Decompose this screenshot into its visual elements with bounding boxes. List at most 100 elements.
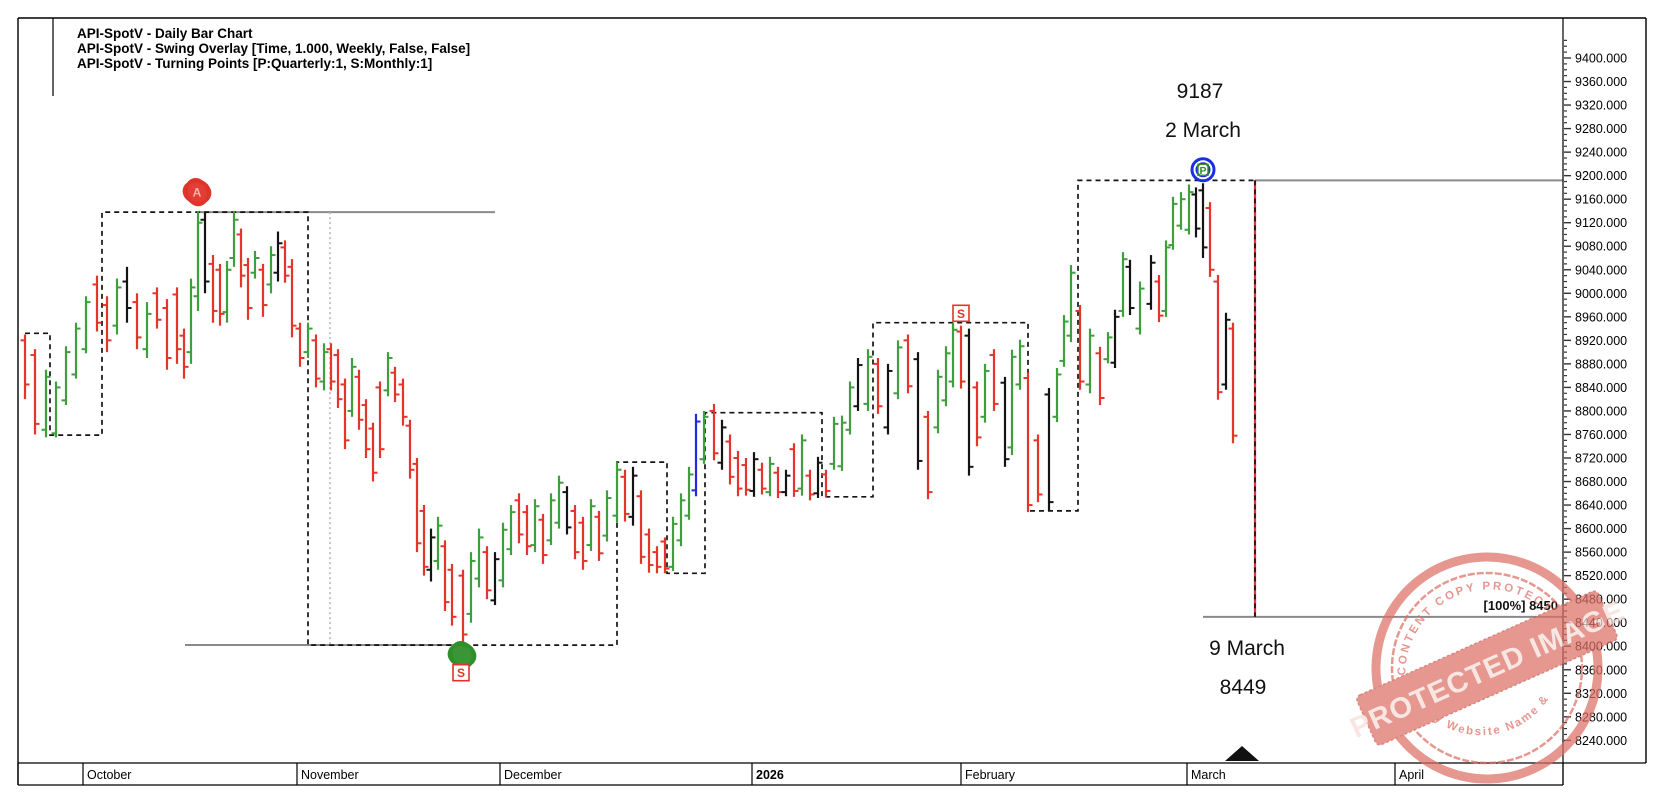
ohlc-bar[interactable] (554, 475, 564, 529)
ohlc-bar[interactable] (466, 552, 476, 623)
ohlc-bar[interactable] (405, 419, 415, 479)
ohlc-bar[interactable] (668, 516, 678, 571)
ohlc-bar[interactable] (1075, 305, 1085, 390)
ohlc-bar[interactable] (1146, 255, 1156, 310)
ohlc-bar[interactable] (236, 228, 246, 288)
ohlc-bar[interactable] (757, 462, 767, 495)
ohlc-bar[interactable] (333, 349, 343, 408)
ohlc-bar[interactable] (1168, 196, 1178, 250)
ohlc-bar[interactable] (1154, 275, 1164, 323)
ohlc-bar[interactable] (193, 210, 203, 311)
ohlc-bar[interactable] (20, 334, 30, 400)
ohlc-bar[interactable] (749, 452, 759, 497)
ohlc-bar[interactable] (498, 522, 508, 588)
ohlc-bar[interactable] (956, 325, 966, 389)
chart-annotation-text[interactable]: 8449 (1220, 676, 1267, 699)
ohlc-bar[interactable] (222, 260, 232, 323)
ohlc-bar[interactable] (837, 415, 847, 471)
ohlc-bar[interactable] (30, 349, 40, 435)
ohlc-bar[interactable] (172, 287, 182, 364)
ohlc-bar[interactable] (390, 366, 400, 403)
ohlc-bar[interactable] (691, 413, 701, 497)
ohlc-bar[interactable] (1161, 240, 1171, 317)
ohlc-bar[interactable] (186, 278, 196, 364)
ohlc-bar[interactable] (980, 363, 990, 423)
ohlc-bar[interactable] (433, 516, 443, 570)
ohlc-bar[interactable] (71, 322, 81, 379)
ohlc-bar[interactable] (699, 410, 709, 464)
ohlc-bar[interactable] (652, 546, 662, 574)
ohlc-bar[interactable] (1000, 376, 1010, 467)
ohlc-bar[interactable] (361, 399, 371, 458)
ohlc-bar[interactable] (765, 456, 775, 497)
ohlc-bar[interactable] (383, 352, 393, 397)
ohlc-bar[interactable] (250, 250, 260, 279)
time-axis[interactable]: October November December 2026 February March… (17, 762, 1646, 786)
ohlc-bar[interactable] (132, 293, 142, 350)
ohlc-bar[interactable] (829, 416, 839, 470)
ohlc-bar[interactable] (853, 358, 863, 411)
ohlc-bar[interactable] (215, 263, 225, 326)
ohlc-bar[interactable] (972, 381, 982, 447)
ohlc-bar[interactable] (243, 258, 253, 320)
ohlc-bar[interactable] (506, 505, 516, 556)
ohlc-bar[interactable] (61, 346, 71, 406)
ohlc-bar[interactable] (295, 322, 305, 367)
ohlc-bar[interactable] (419, 505, 429, 576)
turning-point-p-circle[interactable]: P (1190, 157, 1216, 183)
ohlc-bar[interactable] (1118, 252, 1128, 317)
ohlc-bar[interactable] (913, 352, 923, 470)
swing-overlay-layer[interactable] (25, 179, 1257, 646)
ohlc-bar[interactable] (122, 266, 132, 323)
ohlc-bar[interactable] (319, 343, 329, 391)
turning-point-scribble[interactable]: A (182, 176, 215, 208)
ohlc-bar[interactable] (208, 255, 218, 323)
ohlc-bar[interactable] (490, 552, 500, 606)
ohlc-bar[interactable] (741, 458, 751, 496)
ohlc-bar[interactable] (578, 516, 588, 570)
ohlc-bar[interactable] (1103, 332, 1113, 364)
ohlc-bar[interactable] (620, 469, 630, 522)
ohlc-bar[interactable] (863, 349, 873, 411)
ohlc-bar[interactable] (709, 403, 719, 461)
ohlc-bar[interactable] (789, 443, 799, 497)
ohlc-bar[interactable] (644, 528, 654, 573)
ohlc-bar[interactable] (717, 419, 727, 470)
annotations-layer[interactable]: 9187 2 March 9 March 8449 [100%] 8450 (1165, 80, 1558, 761)
swing-overlay-line[interactable] (25, 179, 1255, 646)
ohlc-bar[interactable] (92, 275, 102, 332)
ohlc-bar[interactable] (530, 499, 540, 553)
ohlc-bar[interactable] (1023, 372, 1033, 513)
ohlc-bar[interactable] (142, 302, 152, 358)
ohlc-bar[interactable] (514, 493, 524, 544)
ohlc-bar[interactable] (538, 513, 548, 564)
ohlc-bar[interactable] (676, 493, 686, 547)
ohlc-bar[interactable] (347, 358, 357, 417)
ohlc-bar[interactable] (522, 505, 532, 556)
ohlc-bar[interactable] (266, 246, 276, 294)
ohlc-bar[interactable] (273, 231, 283, 282)
ohlc-bar[interactable] (684, 466, 694, 520)
ohlc-bar[interactable] (482, 546, 492, 600)
chart-annotation-text[interactable]: 9187 (1177, 80, 1224, 103)
month-label[interactable]: 2026 (756, 768, 784, 782)
ohlc-bar[interactable] (412, 458, 422, 553)
month-label[interactable]: March (1191, 768, 1226, 782)
ohlc-bar[interactable] (612, 462, 622, 523)
ohlc-bar[interactable] (354, 369, 364, 430)
ohlc-bar[interactable] (1044, 388, 1054, 511)
ohlc-bar[interactable] (964, 328, 974, 476)
ohlc-bar[interactable] (1228, 322, 1238, 444)
ohlc-bar[interactable] (375, 381, 385, 458)
ohlc-bar[interactable] (1059, 315, 1069, 367)
ohlc-bar[interactable] (586, 499, 596, 551)
ohlc-bar[interactable] (1125, 259, 1135, 316)
ohlc-bar[interactable] (933, 369, 943, 434)
turning-point-s-box[interactable]: S (452, 663, 470, 682)
ohlc-bar[interactable] (1205, 202, 1215, 277)
ohlc-bar[interactable] (179, 328, 189, 379)
ohlc-bar[interactable] (340, 378, 350, 450)
ohlc-bar[interactable] (989, 349, 999, 411)
ohlc-bar[interactable] (1221, 312, 1231, 390)
